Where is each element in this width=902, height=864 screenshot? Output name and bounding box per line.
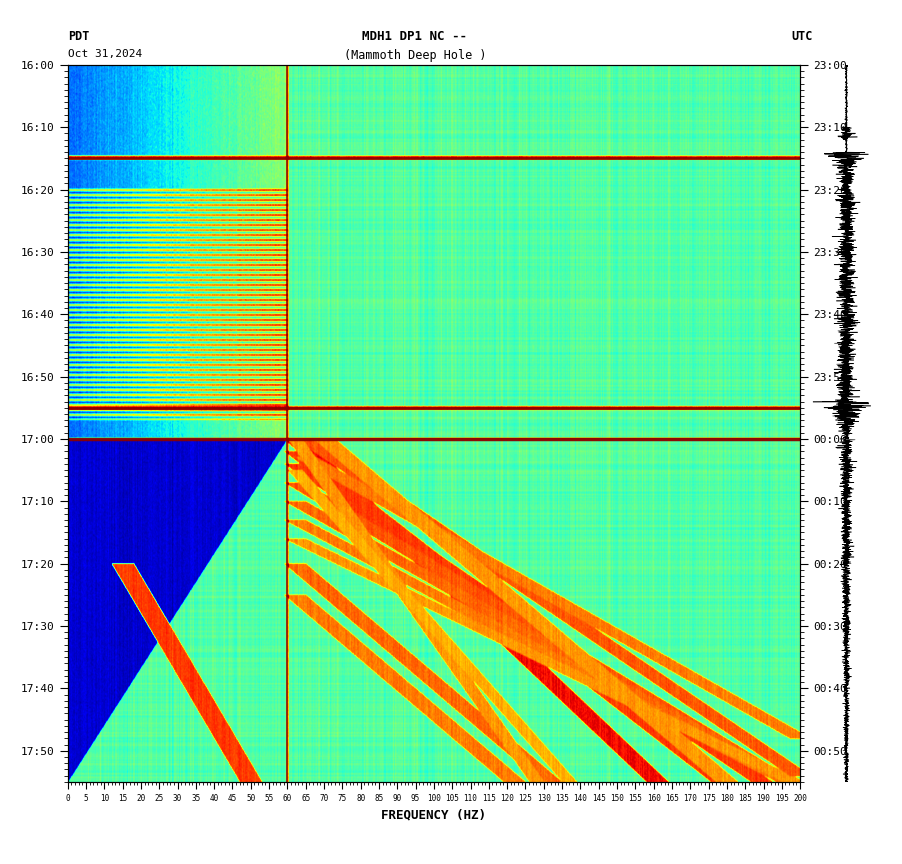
Text: UTC: UTC	[791, 30, 813, 43]
Text: (Mammoth Deep Hole ): (Mammoth Deep Hole )	[344, 49, 486, 62]
Text: PDT: PDT	[68, 30, 89, 43]
Text: Oct 31,2024: Oct 31,2024	[68, 49, 142, 60]
X-axis label: FREQUENCY (HZ): FREQUENCY (HZ)	[382, 809, 486, 822]
Text: MDH1 DP1 NC --: MDH1 DP1 NC --	[363, 30, 467, 43]
